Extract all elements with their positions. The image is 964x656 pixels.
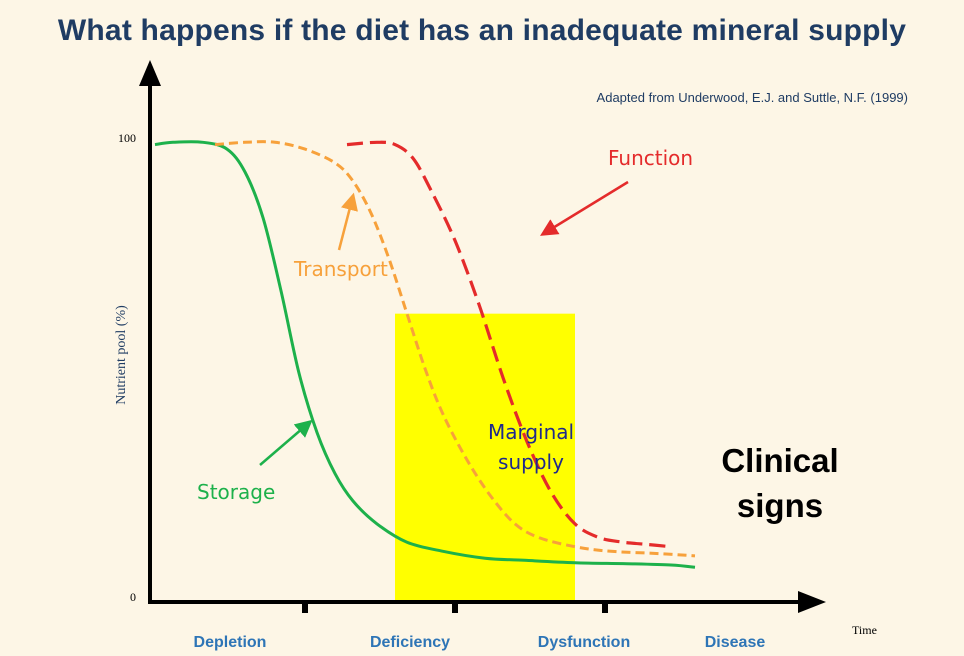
y-axis-label: Nutrient pool (%): [114, 305, 129, 405]
clinical-signs-line2: signs: [737, 487, 823, 524]
transport-arrow: [337, 192, 358, 251]
y-tick-label-100: 100: [118, 131, 136, 145]
function-annotation: Function: [608, 146, 693, 170]
transport-annotation: Transport: [293, 257, 388, 281]
page-title: What happens if the diet has an inadequa…: [57, 14, 907, 47]
y-axis-arrowhead: [139, 60, 161, 86]
transport-line: [214, 140, 696, 558]
function-line: [346, 140, 672, 549]
phase-tick: [302, 602, 308, 613]
marginal-supply-label-line2: supply: [498, 450, 564, 474]
phase-label-dysfunction: Dysfunction: [538, 634, 630, 651]
marginal-supply-region: [395, 313, 575, 600]
phase-label-disease: Disease: [705, 634, 766, 651]
function-arrow: [540, 180, 629, 236]
storage-arrow: [259, 419, 313, 466]
phase-tick: [452, 602, 458, 613]
x-axis-arrowhead: [798, 591, 826, 613]
storage-annotation: Storage: [197, 480, 275, 504]
source-citation: Adapted from Underwood, E.J. and Suttle,…: [596, 90, 908, 105]
phase-label-deficiency: Deficiency: [370, 634, 450, 651]
x-axis-label: Time: [852, 623, 877, 637]
y-tick-label-0: 0: [130, 590, 136, 604]
storage-line: [154, 140, 696, 569]
clinical-signs-line1: Clinical: [721, 442, 838, 479]
marginal-supply-label-line1: Marginal: [488, 420, 574, 444]
phase-tick: [602, 602, 608, 613]
phase-label-depletion: Depletion: [194, 634, 267, 651]
